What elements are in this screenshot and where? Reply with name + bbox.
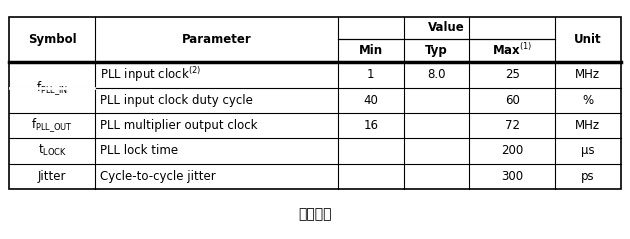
- Text: 8.0: 8.0: [427, 69, 446, 81]
- Text: MHz: MHz: [575, 69, 600, 81]
- Text: %: %: [582, 94, 593, 107]
- Text: 60: 60: [505, 94, 520, 107]
- Text: 300: 300: [501, 170, 523, 183]
- Text: 200: 200: [501, 144, 524, 157]
- Text: Typ: Typ: [425, 44, 448, 57]
- Text: Min: Min: [359, 44, 383, 57]
- Text: MHz: MHz: [575, 119, 600, 132]
- Text: 25: 25: [505, 69, 520, 81]
- Text: 表（一）: 表（一）: [298, 207, 332, 221]
- Text: Symbol: Symbol: [28, 33, 76, 46]
- Text: f$_{\mathregular{PLL\_IN}}$: f$_{\mathregular{PLL\_IN}}$: [36, 79, 68, 97]
- Text: 40: 40: [364, 94, 378, 107]
- Bar: [9, 17, 621, 189]
- Text: t$_{\mathregular{LOCK}}$: t$_{\mathregular{LOCK}}$: [38, 143, 67, 158]
- Text: Unit: Unit: [574, 33, 602, 46]
- Text: Max$^{(1)}$: Max$^{(1)}$: [492, 43, 532, 58]
- Text: f$_{\mathregular{PLL\_OUT}}$: f$_{\mathregular{PLL\_OUT}}$: [32, 117, 73, 135]
- Text: ps: ps: [581, 170, 595, 183]
- Text: Parameter: Parameter: [181, 33, 251, 46]
- Text: PLL input clock$^{(2)}$: PLL input clock$^{(2)}$: [100, 65, 201, 84]
- Text: 1: 1: [367, 69, 375, 81]
- Text: 16: 16: [364, 119, 379, 132]
- Text: μs: μs: [581, 144, 595, 157]
- Text: Cycle-to-cycle jitter: Cycle-to-cycle jitter: [100, 170, 215, 183]
- Text: 72: 72: [505, 119, 520, 132]
- Text: PLL multiplier output clock: PLL multiplier output clock: [100, 119, 258, 132]
- Text: Value: Value: [428, 21, 465, 34]
- Text: PLL lock time: PLL lock time: [100, 144, 178, 157]
- Text: Jitter: Jitter: [38, 170, 66, 183]
- Text: PLL input clock duty cycle: PLL input clock duty cycle: [100, 94, 253, 107]
